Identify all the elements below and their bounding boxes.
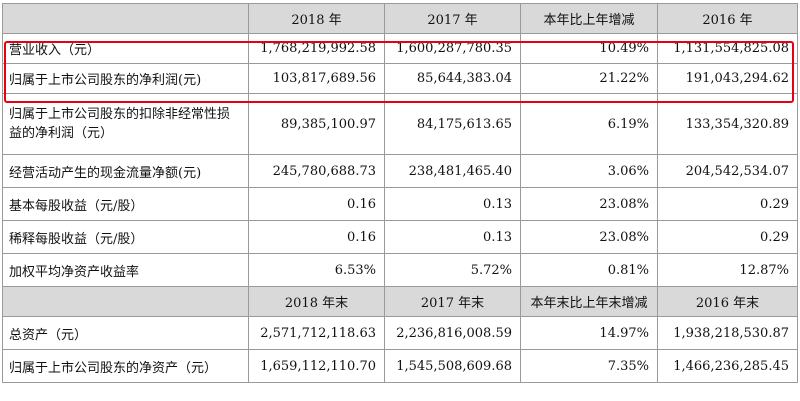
row-label: 加权平均净资产收益率 bbox=[2, 253, 249, 287]
cell-2016: 0.29 bbox=[657, 187, 798, 221]
cell-2016: 1,131,554,825.08 bbox=[657, 33, 798, 64]
header-cell-2016: 2016 年 bbox=[657, 3, 798, 34]
header-cell-blank bbox=[2, 3, 249, 34]
cell-change: 0.81% bbox=[520, 253, 658, 287]
table-row: 归属于上市公司股东的扣除非经常性损益的净利润（元） 89,385,100.97 … bbox=[2, 93, 798, 155]
header-cell-2016-end: 2016 年末 bbox=[657, 286, 798, 317]
cell-2017: 238,481,465.40 bbox=[384, 154, 521, 188]
cell-2017: 1,545,508,609.68 bbox=[384, 349, 521, 383]
table-row: 基本每股收益（元/股） 0.16 0.13 23.08% 0.29 bbox=[2, 187, 798, 221]
table-row: 归属于上市公司股东的净资产（元） 1,659,112,110.70 1,545,… bbox=[2, 349, 798, 383]
row-label: 经营活动产生的现金流量净额(元) bbox=[2, 154, 249, 188]
cell-change: 10.49% bbox=[520, 33, 658, 64]
table-row: 稀释每股收益（元/股） 0.16 0.13 23.08% 0.29 bbox=[2, 220, 798, 254]
cell-2017: 5.72% bbox=[384, 253, 521, 287]
header-cell-2017: 2017 年 bbox=[384, 3, 521, 34]
cell-2017: 84,175,613.65 bbox=[384, 93, 521, 155]
cell-2017: 0.13 bbox=[384, 220, 521, 254]
cell-2018: 1,768,219,992.58 bbox=[248, 33, 385, 64]
cell-2018: 6.53% bbox=[248, 253, 385, 287]
row-label: 总资产（元） bbox=[2, 316, 249, 350]
table-row: 经营活动产生的现金流量净额(元) 245,780,688.73 238,481,… bbox=[2, 154, 798, 188]
row-label: 归属于上市公司股东的净利润(元) bbox=[2, 63, 249, 94]
row-label: 营业收入（元） bbox=[2, 33, 249, 64]
cell-2018: 1,659,112,110.70 bbox=[248, 349, 385, 383]
row-label: 稀释每股收益（元/股） bbox=[2, 220, 249, 254]
cell-2018: 0.16 bbox=[248, 187, 385, 221]
header-cell-change: 本年比上年增减 bbox=[520, 3, 658, 34]
cell-2016: 133,354,320.89 bbox=[657, 93, 798, 155]
cell-2016: 204,542,534.07 bbox=[657, 154, 798, 188]
financial-summary-table: 2018 年 2017 年 本年比上年增减 2016 年 营业收入（元） 1,7… bbox=[2, 3, 798, 383]
cell-change: 14.97% bbox=[520, 316, 658, 350]
cell-2018: 89,385,100.97 bbox=[248, 93, 385, 155]
table-subheader-row: 2018 年末 2017 年末 本年末比上年末增减 2016 年末 bbox=[2, 286, 798, 317]
header-cell-blank bbox=[2, 286, 249, 317]
cell-change: 3.06% bbox=[520, 154, 658, 188]
cell-2018: 245,780,688.73 bbox=[248, 154, 385, 188]
cell-2016: 1,466,236,285.45 bbox=[657, 349, 798, 383]
header-cell-2018-end: 2018 年末 bbox=[248, 286, 385, 317]
cell-2018: 2,571,712,118.63 bbox=[248, 316, 385, 350]
cell-2017: 1,600,287,780.35 bbox=[384, 33, 521, 64]
cell-2018: 103,817,689.56 bbox=[248, 63, 385, 94]
cell-2017: 0.13 bbox=[384, 187, 521, 221]
table-row: 营业收入（元） 1,768,219,992.58 1,600,287,780.3… bbox=[2, 33, 798, 64]
cell-2016: 12.87% bbox=[657, 253, 798, 287]
table-row: 总资产（元） 2,571,712,118.63 2,236,816,008.59… bbox=[2, 316, 798, 350]
cell-2017: 2,236,816,008.59 bbox=[384, 316, 521, 350]
table-header-row: 2018 年 2017 年 本年比上年增减 2016 年 bbox=[2, 3, 798, 34]
header-cell-change-end: 本年末比上年末增减 bbox=[520, 286, 658, 317]
header-cell-2017-end: 2017 年末 bbox=[384, 286, 521, 317]
cell-change: 7.35% bbox=[520, 349, 658, 383]
cell-2016: 0.29 bbox=[657, 220, 798, 254]
cell-change: 21.22% bbox=[520, 63, 658, 94]
table-row: 归属于上市公司股东的净利润(元) 103,817,689.56 85,644,3… bbox=[2, 63, 798, 94]
row-label: 归属于上市公司股东的扣除非经常性损益的净利润（元） bbox=[2, 93, 249, 155]
cell-2016: 191,043,294.62 bbox=[657, 63, 798, 94]
cell-2016: 1,938,218,530.87 bbox=[657, 316, 798, 350]
cell-2017: 85,644,383.04 bbox=[384, 63, 521, 94]
table-row: 加权平均净资产收益率 6.53% 5.72% 0.81% 12.87% bbox=[2, 253, 798, 287]
cell-change: 23.08% bbox=[520, 220, 658, 254]
row-label: 归属于上市公司股东的净资产（元） bbox=[2, 349, 249, 383]
row-label: 基本每股收益（元/股） bbox=[2, 187, 249, 221]
cell-2018: 0.16 bbox=[248, 220, 385, 254]
cell-change: 23.08% bbox=[520, 187, 658, 221]
header-cell-2018: 2018 年 bbox=[248, 3, 385, 34]
cell-change: 6.19% bbox=[520, 93, 658, 155]
